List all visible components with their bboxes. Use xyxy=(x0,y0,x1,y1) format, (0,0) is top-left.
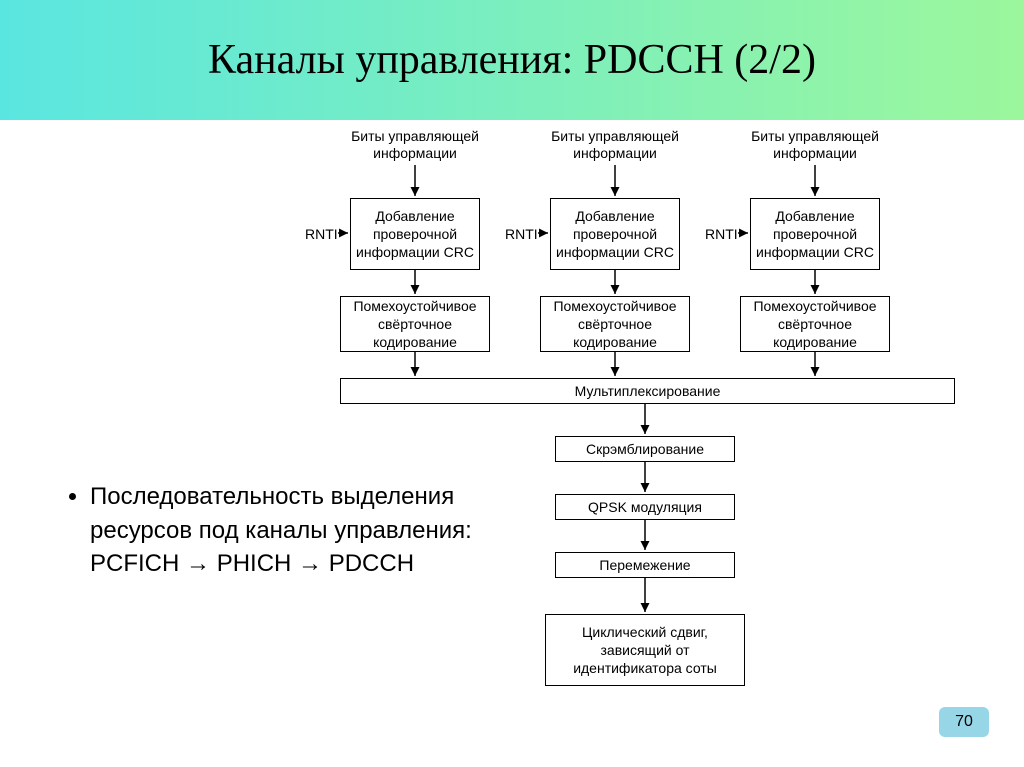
col1-rnti-label: RNTI xyxy=(305,226,338,242)
col3-crc-box: Добавление проверочной информации CRC xyxy=(750,198,880,270)
col1-coding-box: Помехоустойчивое свёрточное кодирование xyxy=(340,296,490,352)
bullet-line1: Последовательность выделения ресурсов по… xyxy=(90,483,472,544)
col2-top-label: Биты управляющей информации xyxy=(545,128,685,162)
col3-coding-box: Помехоустойчивое свёрточное кодирование xyxy=(740,296,890,352)
bullet-text: Последовательность выделения ресурсов по… xyxy=(60,480,510,581)
qpsk-box: QPSK модуляция xyxy=(555,494,735,520)
col3-top-label: Биты управляющей информации xyxy=(745,128,885,162)
col2-coding-box: Помехоустойчивое свёрточное кодирование xyxy=(540,296,690,352)
scrambling-box: Скрэмблирование xyxy=(555,436,735,462)
page-number-badge: 70 xyxy=(939,707,989,737)
col2-crc-box: Добавление проверочной информации CRC xyxy=(550,198,680,270)
col3-rnti-label: RNTI xyxy=(705,226,738,242)
page-title: Каналы управления: PDCCH (2/2) xyxy=(208,36,816,84)
col2-rnti-label: RNTI xyxy=(505,226,538,242)
col1-crc-box: Добавление проверочной информации CRC xyxy=(350,198,480,270)
title-bar: Каналы управления: PDCCH (2/2) xyxy=(0,0,1024,120)
bullet-seq: PCFICH → PHICH → PDCCH xyxy=(90,550,414,577)
cyclic-box: Циклический сдвиг, зависящий от идентифи… xyxy=(545,614,745,686)
col1-top-label: Биты управляющей информации xyxy=(345,128,485,162)
mux-box: Мультиплексирование xyxy=(340,378,955,404)
interleave-box: Перемежение xyxy=(555,552,735,578)
